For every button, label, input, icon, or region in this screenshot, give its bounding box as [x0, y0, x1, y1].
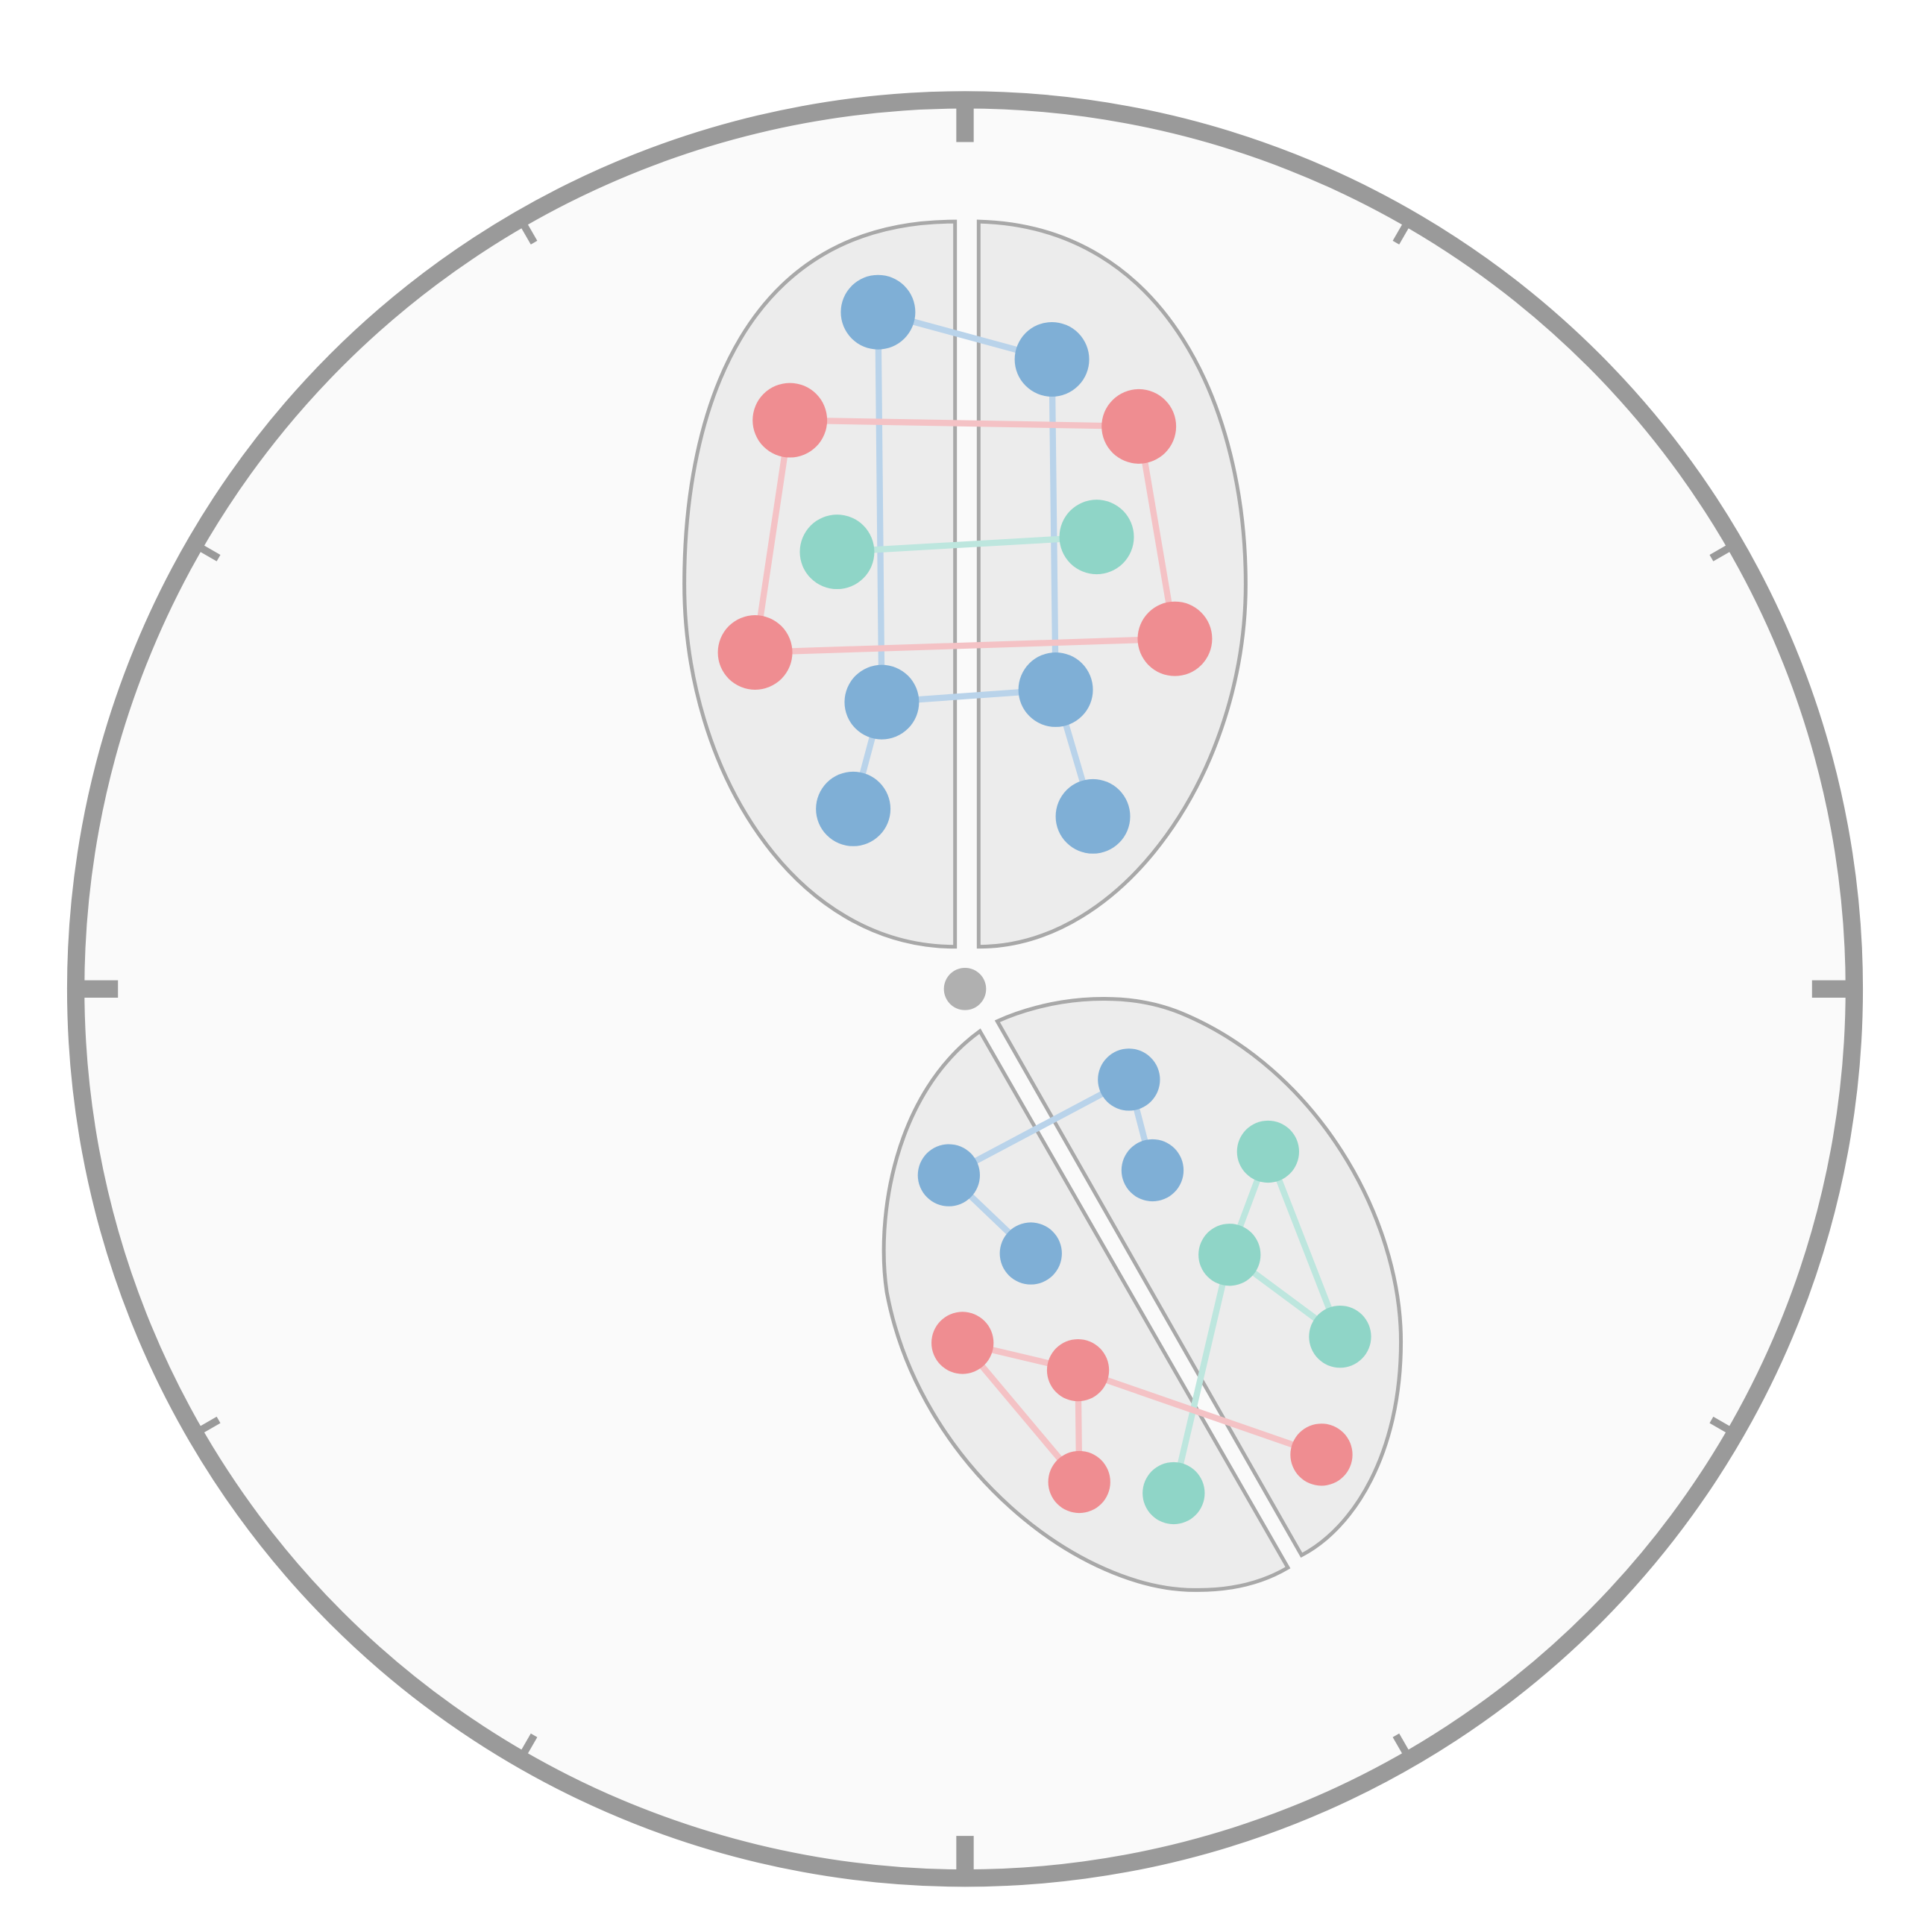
graph-node-blue — [1014, 322, 1090, 397]
dial-minor-tick — [518, 1733, 538, 1759]
petal-bottom-left — [881, 1028, 1291, 1592]
graph-node-blue — [1055, 778, 1131, 854]
graph-node-blue — [999, 1222, 1062, 1285]
graph-node-blue — [1018, 652, 1093, 727]
dial-minor-tick — [1709, 1416, 1735, 1436]
bottom-cluster — [881, 997, 1404, 1592]
graph-node-blue — [840, 274, 916, 350]
graph-edge — [1170, 1251, 1233, 1497]
graph-edge — [834, 533, 1100, 556]
center-dot-icon — [943, 967, 987, 1010]
graph-node-blue — [816, 771, 891, 846]
dial-minor-tick — [195, 542, 221, 561]
dial-ticks — [78, 102, 1852, 1876]
graph-node-blue — [917, 1144, 980, 1206]
graph-node-teal — [1198, 1224, 1261, 1286]
graph-edge — [946, 1076, 1132, 1179]
graph-node-red — [1048, 1450, 1110, 1514]
dial-minor-tick — [1392, 219, 1412, 245]
graph-node-teal — [1236, 1120, 1299, 1183]
graph-edge — [787, 417, 1142, 430]
petal-bottom-right — [994, 997, 1404, 1558]
graph-node-red — [752, 383, 828, 458]
graph-edge — [752, 635, 1178, 656]
dial-minor-tick — [195, 1416, 221, 1436]
graph-node-red — [1290, 1423, 1353, 1486]
graph-node-teal — [1309, 1305, 1371, 1368]
graph-node-teal — [799, 515, 875, 590]
dial-minor-tick — [1392, 1733, 1412, 1759]
graph-node-teal — [1059, 500, 1134, 575]
graph-node-blue — [1121, 1139, 1184, 1202]
graph-node-red — [717, 615, 793, 690]
graph-node-blue — [1098, 1048, 1160, 1111]
graph-edge — [1049, 356, 1059, 693]
graph-node-red — [1101, 388, 1177, 464]
dial-minor-tick — [1709, 542, 1735, 561]
graph-node-teal — [1142, 1461, 1205, 1525]
graph-node-blue — [844, 664, 920, 740]
petal-top-right — [976, 219, 1248, 949]
graph-node-red — [1046, 1338, 1110, 1402]
graph-edge — [875, 309, 885, 705]
graph-edge — [1265, 1148, 1344, 1340]
top-cluster — [682, 219, 1248, 949]
graph-node-red — [931, 1312, 994, 1374]
top-cluster-nodes — [717, 274, 1213, 854]
graph-edge — [752, 417, 793, 656]
graph-node-red — [1137, 601, 1213, 676]
graph-edge — [1075, 1367, 1325, 1458]
bottom-cluster-nodes — [917, 1048, 1371, 1525]
dial-minor-tick — [518, 219, 538, 245]
